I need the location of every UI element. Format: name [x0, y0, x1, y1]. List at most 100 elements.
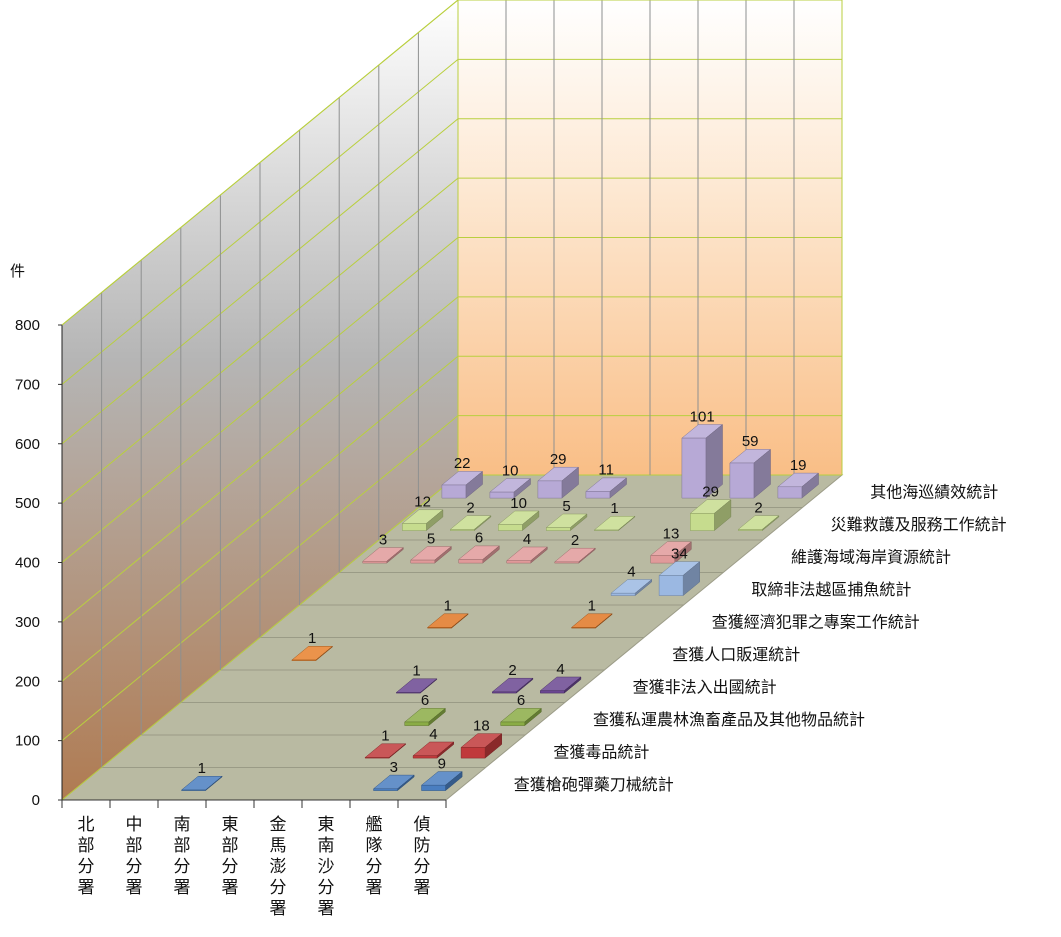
data-label: 1	[444, 598, 452, 615]
series-label: 其他海巡績效統計	[870, 482, 998, 501]
bar-front	[610, 592, 636, 596]
bar	[570, 613, 613, 629]
bar-front	[410, 559, 435, 564]
bar	[593, 515, 636, 532]
data-label: 5	[562, 498, 570, 515]
data-label: 4	[627, 563, 635, 580]
bar-front	[402, 523, 427, 531]
y-tick-label: 300	[15, 614, 40, 631]
bar-front	[554, 561, 579, 564]
bar	[449, 515, 492, 532]
category-label: 金馬澎分署	[270, 815, 287, 919]
series-label: 查獲私運農林漁畜產品及其他物品統計	[593, 710, 865, 729]
category-label: 東部分署	[222, 815, 239, 898]
bar-front	[458, 559, 483, 564]
data-label: 9	[438, 755, 446, 772]
series-label: 維護海域海岸資源統計	[791, 547, 951, 566]
data-label: 1	[412, 663, 420, 680]
bar	[364, 743, 407, 759]
bar	[777, 472, 820, 499]
bar-front	[421, 784, 446, 791]
bar-front	[181, 789, 206, 791]
series-label: 查獲非法入出國統計	[633, 677, 777, 696]
bar	[362, 547, 404, 564]
bar-front	[777, 486, 803, 499]
bar	[291, 645, 334, 662]
data-label: 2	[571, 532, 579, 549]
data-label: 1	[610, 500, 618, 517]
bar	[412, 741, 455, 759]
bar-front	[492, 691, 517, 694]
bar	[460, 733, 503, 759]
category-label: 南部分署	[174, 815, 191, 898]
bar	[401, 509, 444, 532]
bar	[372, 774, 415, 792]
data-label: 101	[690, 408, 715, 425]
bar	[497, 510, 540, 532]
data-label: 4	[429, 726, 437, 743]
wall-border	[61, 0, 459, 326]
bar-front	[540, 690, 565, 694]
data-label: 10	[510, 495, 527, 512]
bar	[491, 677, 534, 694]
bar	[658, 561, 701, 597]
bar-front	[658, 575, 684, 596]
data-label: 2	[508, 662, 516, 679]
data-label: 29	[702, 484, 719, 501]
category-label: 偵防分署	[414, 815, 431, 898]
data-label: 12	[414, 494, 431, 511]
bar	[537, 466, 580, 499]
data-label: 59	[742, 433, 759, 450]
bar-front	[571, 627, 596, 629]
category-label: 艦隊分署	[366, 815, 383, 898]
data-label: 11	[598, 462, 614, 479]
bar-front	[427, 627, 452, 629]
data-label: 5	[427, 530, 435, 547]
data-label: 1	[308, 630, 316, 647]
bar	[180, 775, 223, 792]
bar	[729, 448, 772, 499]
bar-front	[506, 560, 531, 564]
bar	[458, 545, 500, 564]
bar-front	[594, 529, 619, 531]
y-tick-label: 700	[15, 376, 40, 393]
bar-front	[364, 757, 390, 759]
category-label: 東南沙分署	[318, 815, 335, 919]
bar	[426, 613, 469, 629]
bar	[610, 578, 653, 597]
data-label: 3	[379, 531, 387, 548]
bar	[420, 771, 463, 792]
bar	[681, 423, 724, 499]
category-label: 中部分署	[126, 815, 143, 898]
bar-front	[681, 437, 707, 499]
data-label: 4	[556, 661, 564, 678]
bar-front	[373, 788, 398, 791]
y-tick-label: 100	[15, 733, 40, 750]
bar-front	[460, 747, 486, 759]
data-label: 4	[523, 531, 531, 548]
bar-front	[546, 527, 571, 531]
category-label: 北部分署	[78, 815, 95, 898]
bar	[489, 477, 532, 499]
data-label: 6	[475, 530, 483, 547]
bar-front	[291, 659, 317, 661]
bar	[506, 546, 548, 564]
data-label: 3	[390, 759, 398, 776]
bar	[410, 545, 452, 564]
bar-front	[650, 555, 675, 564]
bar-front	[396, 692, 421, 694]
series-label: 查獲槍砲彈藥刀械統計	[514, 775, 674, 794]
y-tick-label: 0	[32, 792, 40, 809]
y-tick-label: 800	[15, 317, 40, 334]
y-tick-label: 400	[15, 555, 40, 572]
bar	[585, 477, 628, 499]
data-label: 1	[381, 728, 389, 745]
bar	[395, 678, 438, 694]
bar-front	[441, 484, 467, 499]
bar	[737, 515, 780, 532]
bar-front	[489, 491, 515, 499]
data-label: 29	[550, 451, 567, 468]
y-tick-label: 500	[15, 495, 40, 512]
bar-front	[690, 513, 715, 531]
